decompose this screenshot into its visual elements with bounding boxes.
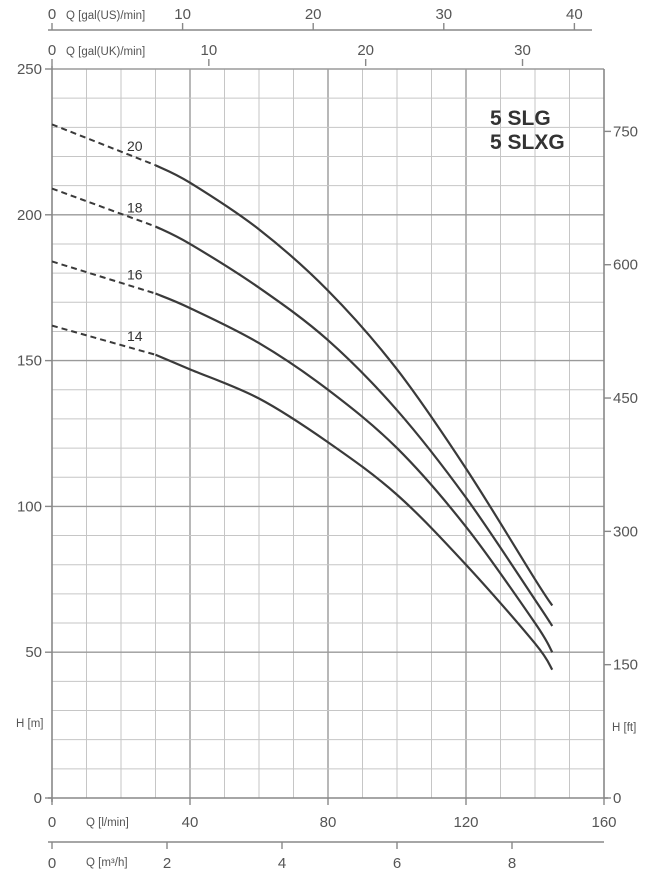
x-tick-label: 160 <box>591 814 616 831</box>
curve-label-16: 16 <box>127 267 143 283</box>
y-tick-label: 0 <box>34 790 42 807</box>
gal-uk-tick-label: 30 <box>514 42 531 59</box>
gal-us-tick-label: 30 <box>435 6 452 23</box>
curve-16-dashed <box>51 260 156 295</box>
grid <box>52 68 604 798</box>
m3h-tick-label: 4 <box>278 855 286 872</box>
curve-18-dashed <box>51 187 156 228</box>
curve-label-18: 18 <box>127 199 143 215</box>
ft-tick-label: 150 <box>613 657 638 674</box>
curve-label-20: 20 <box>127 138 143 154</box>
curve-20-dashed <box>51 123 156 167</box>
curve-label-14: 14 <box>127 328 143 344</box>
x-tick-label: 40 <box>182 814 199 831</box>
x-tick-label: 80 <box>320 814 337 831</box>
m3h-tick-label: 6 <box>393 855 401 872</box>
x-axis-unit-gal-us: Q [gal(US)/min] <box>66 10 145 22</box>
ft-tick-label: 600 <box>613 257 638 274</box>
gal-us-tick-label: 10 <box>174 6 191 23</box>
ft-tick-label: 0 <box>613 790 621 807</box>
gal-uk-tick-label: 0 <box>48 42 56 59</box>
curve-20 <box>155 164 554 607</box>
y-axis-unit-left: H [m] <box>16 718 43 730</box>
y-tick-label: 150 <box>17 353 42 370</box>
x-tick-label: 120 <box>453 814 478 831</box>
ft-tick-label: 450 <box>613 390 638 407</box>
y-tick-label: 250 <box>17 61 42 78</box>
y-tick-label: 200 <box>17 207 42 224</box>
x-axis-unit-lmin: Q [l/min] <box>86 817 129 829</box>
x-axis-unit-m3h: Q [m³/h] <box>86 857 128 869</box>
model-name-2: 5 SLXG <box>490 131 565 154</box>
curve-14 <box>155 353 554 671</box>
gal-uk-tick-label: 20 <box>357 42 374 59</box>
curve-14-dashed <box>51 324 156 356</box>
curve-labels: 20 18 16 14 <box>127 138 143 344</box>
gal-us-tick-label: 20 <box>305 6 322 23</box>
gal-uk-tick-label: 10 <box>200 42 217 59</box>
y-tick-label: 50 <box>25 644 42 661</box>
ft-tick-label: 300 <box>613 523 638 540</box>
model-name-1: 5 SLG <box>490 107 551 130</box>
ft-tick-label: 750 <box>613 123 638 140</box>
m3h-tick-label: 2 <box>163 855 171 872</box>
curve-18 <box>155 225 554 627</box>
curves <box>51 123 554 671</box>
curve-16 <box>155 292 554 653</box>
gal-us-tick-label: 0 <box>48 6 56 23</box>
x-tick-label: 0 <box>48 814 56 831</box>
y-axis-unit-right: H [ft] <box>612 722 636 734</box>
m3h-tick-label: 0 <box>48 855 56 872</box>
gal-us-tick-label: 40 <box>566 6 583 23</box>
x-axis-unit-gal-uk: Q [gal(UK)/min] <box>66 46 145 58</box>
y-tick-label: 100 <box>17 498 42 515</box>
m3h-tick-label: 8 <box>508 855 516 872</box>
